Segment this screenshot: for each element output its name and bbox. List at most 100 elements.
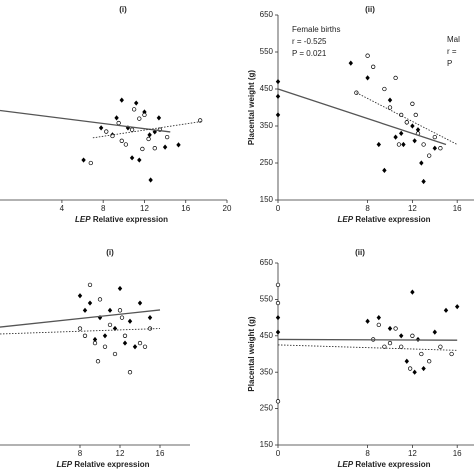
x-axis-label: LEP Relative expression xyxy=(57,460,150,469)
point xyxy=(137,300,143,306)
annotation: r = -0.525 xyxy=(292,37,327,46)
point xyxy=(438,344,443,349)
point xyxy=(137,157,142,163)
annotation-cut: r = xyxy=(447,47,457,56)
point xyxy=(275,315,281,321)
trend-line xyxy=(356,92,458,145)
x-label-gene: LEP xyxy=(338,460,354,469)
point xyxy=(102,333,108,339)
point xyxy=(122,333,128,338)
point xyxy=(137,340,143,346)
point xyxy=(127,370,133,375)
point xyxy=(97,297,103,302)
x-label-gene: LEP xyxy=(57,460,73,469)
point xyxy=(98,125,104,131)
point xyxy=(410,333,415,338)
point xyxy=(81,157,86,163)
point xyxy=(119,97,124,103)
y-tick-label: 550 xyxy=(260,47,274,56)
point xyxy=(365,53,370,58)
point xyxy=(419,160,424,166)
x-tick-label: 16 xyxy=(453,204,462,213)
x-tick-label: 0 xyxy=(276,204,281,213)
y-tick-label: 450 xyxy=(260,84,274,93)
panel-title: (i) xyxy=(119,5,127,14)
point xyxy=(142,344,148,349)
x-label-text: Relative expression xyxy=(74,460,149,469)
x-tick-label: 8 xyxy=(78,449,83,458)
point xyxy=(97,315,103,321)
point xyxy=(176,142,181,148)
point xyxy=(82,307,88,313)
point xyxy=(275,329,281,335)
point xyxy=(421,178,426,185)
point xyxy=(387,325,393,332)
point xyxy=(127,318,133,324)
x-tick-label: 12 xyxy=(408,449,417,458)
point xyxy=(275,79,281,85)
point xyxy=(365,75,370,81)
point xyxy=(119,138,124,143)
point xyxy=(399,333,404,339)
point xyxy=(147,132,152,138)
x-label-text: Relative expression xyxy=(355,215,430,224)
x-axis-label: LEP Relative expression xyxy=(75,215,168,224)
point xyxy=(92,340,98,346)
y-tick-label: 250 xyxy=(260,158,274,167)
point xyxy=(376,322,381,328)
point xyxy=(427,359,432,364)
trend-line xyxy=(277,344,458,351)
x-label-gene: LEP xyxy=(75,215,91,224)
trend-line xyxy=(277,338,458,341)
point xyxy=(162,144,168,150)
point xyxy=(455,304,460,310)
point xyxy=(410,123,415,129)
point xyxy=(129,127,135,132)
x-tick-label: 16 xyxy=(453,449,462,458)
x-tick-label: 0 xyxy=(276,449,281,458)
point xyxy=(410,101,415,106)
point xyxy=(165,134,170,140)
point xyxy=(275,112,281,118)
point xyxy=(95,359,101,364)
x-tick-label: 8 xyxy=(101,204,106,213)
point xyxy=(404,358,409,364)
point xyxy=(399,344,404,349)
point xyxy=(348,60,353,66)
y-tick-label: 150 xyxy=(260,440,274,449)
trend-line xyxy=(277,88,447,146)
x-tick-label: 4 xyxy=(60,204,65,213)
annotation-cut: Mal xyxy=(447,35,460,44)
point xyxy=(77,293,83,299)
point xyxy=(387,97,393,103)
point xyxy=(134,100,139,106)
point xyxy=(432,134,437,140)
point xyxy=(401,141,406,148)
point xyxy=(107,322,113,328)
point xyxy=(419,351,424,357)
point xyxy=(382,167,387,173)
y-tick-label: 250 xyxy=(260,404,274,413)
y-tick-label: 650 xyxy=(260,10,274,19)
point xyxy=(371,64,376,69)
point xyxy=(410,289,415,295)
point xyxy=(393,75,398,81)
point xyxy=(156,115,162,121)
point xyxy=(131,107,137,112)
point xyxy=(148,177,153,183)
point xyxy=(427,153,432,158)
x-tick-label: 16 xyxy=(181,204,190,213)
x-tick-label: 12 xyxy=(408,204,417,213)
point xyxy=(132,344,138,350)
point xyxy=(387,105,393,110)
point xyxy=(396,142,402,147)
point xyxy=(421,142,426,147)
point xyxy=(122,340,128,346)
point xyxy=(87,282,93,287)
point xyxy=(117,308,123,313)
point xyxy=(449,351,454,357)
panel-title: (ii) xyxy=(355,248,365,257)
point xyxy=(117,285,123,292)
point xyxy=(438,146,443,151)
y-tick-label: 650 xyxy=(260,258,274,267)
